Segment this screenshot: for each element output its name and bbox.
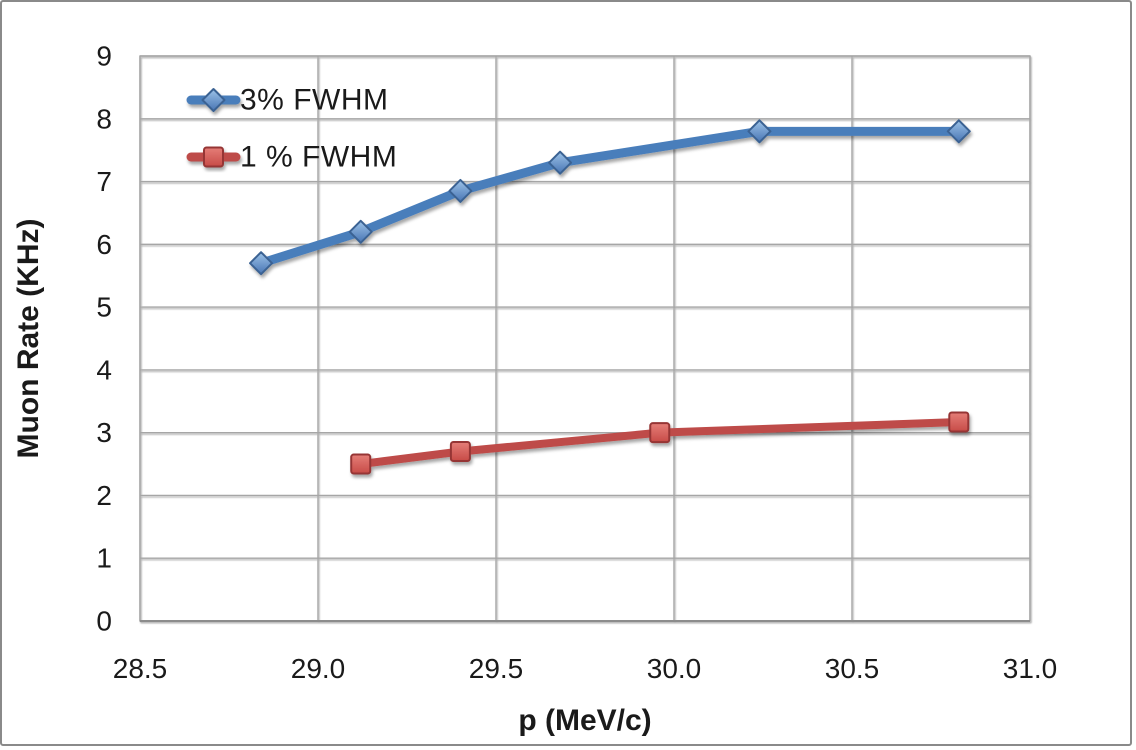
y-tick-label: 3	[96, 417, 112, 448]
y-tick-label: 8	[96, 103, 112, 134]
legend-item: 3% FWHM	[186, 84, 389, 117]
y-tick-label: 0	[96, 606, 112, 637]
square-marker-icon	[203, 146, 224, 168]
diamond-marker-icon	[201, 88, 226, 112]
series-line-1	[356, 417, 963, 469]
y-tick-label: 6	[96, 229, 112, 260]
y-tick-label: 5	[96, 292, 112, 323]
legend: 3% FWHM 1 % FWHM	[186, 84, 397, 174]
series-line-0	[256, 126, 964, 268]
x-tick-label: 29.5	[469, 653, 524, 684]
grid	[139, 55, 1031, 622]
y-axis-title: Muon Rate (KHz)	[12, 219, 45, 459]
legend-item: 1 % FWHM	[186, 141, 397, 174]
diamond-marker-icon	[548, 150, 573, 175]
x-tick-label: 29.0	[291, 653, 346, 684]
legend-label: 3% FWHM	[240, 84, 389, 117]
square-marker-icon	[649, 422, 671, 444]
x-tick-label: 28.5	[113, 653, 168, 684]
legend-marker	[186, 88, 241, 112]
square-marker-icon	[948, 411, 970, 433]
y-tick-label: 1	[96, 543, 112, 574]
y-tick-label: 4	[96, 354, 112, 385]
diamond-marker-icon	[448, 178, 473, 203]
series-1	[350, 411, 970, 475]
square-marker-icon	[449, 441, 471, 462]
y-tick-label: 9	[96, 41, 112, 72]
x-axis-title: p (MeV/c)	[518, 704, 651, 737]
diamond-marker-icon	[249, 251, 274, 276]
y-tick-label: 7	[96, 166, 112, 197]
y-tick-label: 2	[96, 480, 112, 511]
square-marker-icon	[350, 453, 372, 475]
legend-label: 1 % FWHM	[240, 141, 397, 174]
diamond-marker-icon	[348, 219, 373, 244]
diamond-marker-icon	[946, 119, 971, 144]
series-0	[249, 119, 971, 276]
x-tick-label: 30.5	[825, 653, 880, 684]
diamond-marker-icon	[747, 119, 772, 144]
x-tick-label: 31.0	[1003, 653, 1058, 684]
legend-marker	[186, 146, 241, 168]
x-tick-label: 30.0	[647, 653, 702, 684]
